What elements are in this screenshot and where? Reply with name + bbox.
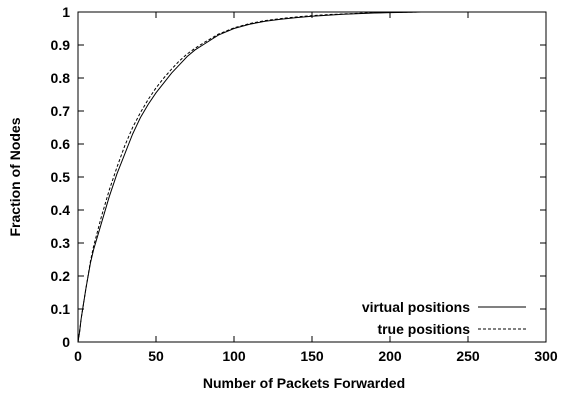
legend-label-true-positions: true positions — [377, 321, 470, 337]
ticks-group: 0 50 100 150 200 250 300 0 0.1 0.2 0.3 0.4 0.5 0.6 0.7… — [51, 4, 558, 364]
series-group — [77, 11, 546, 343]
y-tick-label: 0.8 — [51, 70, 71, 86]
plot-frame — [77, 11, 547, 343]
y-tick-label: 0.2 — [51, 268, 71, 284]
y-tick-label: 0.5 — [51, 169, 71, 185]
y-tick-label: 0 — [62, 334, 70, 350]
y-tick-label: 0.7 — [51, 103, 71, 119]
x-tick-label: 300 — [534, 348, 558, 364]
y-tick-label: 0.9 — [51, 37, 71, 53]
x-axis-label: Number of Packets Forwarded — [203, 375, 405, 391]
y-tick-label: 0.6 — [51, 136, 71, 152]
x-tick-label: 250 — [456, 348, 480, 364]
x-tick-label: 0 — [74, 348, 82, 364]
x-tick-label: 200 — [378, 348, 402, 364]
series-line-virtual-positions — [77, 11, 546, 343]
y-tick-label: 0.4 — [51, 202, 71, 218]
y-tick-label: 1 — [62, 4, 70, 20]
x-tick-label: 150 — [300, 348, 324, 364]
legend-label-virtual-positions: virtual positions — [362, 299, 470, 315]
series-line-true-positions — [77, 11, 546, 343]
legend: virtual positions true positions — [362, 299, 526, 337]
y-axis-label: Fraction of Nodes — [7, 117, 23, 236]
x-tick-label: 50 — [148, 348, 164, 364]
x-tick-label: 100 — [222, 348, 246, 364]
y-tick-label: 0.1 — [51, 301, 71, 317]
y-tick-label: 0.3 — [51, 235, 71, 251]
